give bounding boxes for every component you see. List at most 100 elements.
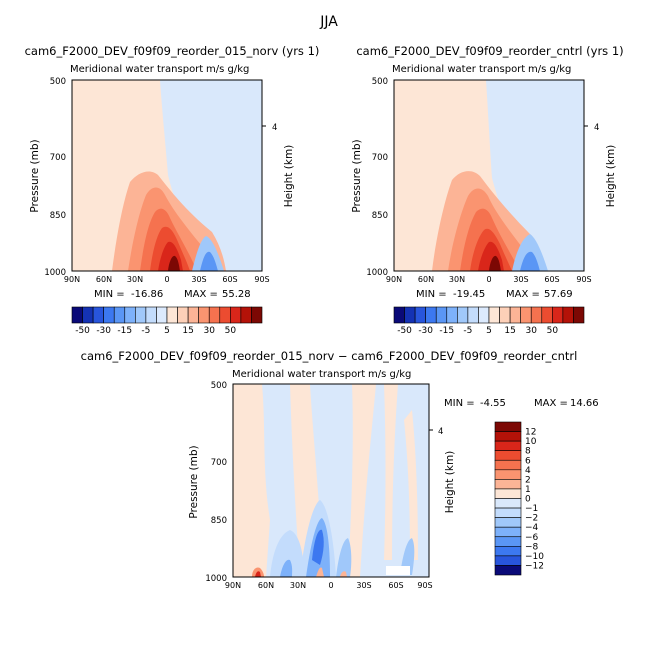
min-label: MIN = <box>94 289 125 300</box>
xtick-label: 0 <box>486 275 491 284</box>
ytick-label: 1000 <box>366 268 388 278</box>
colorbar-swatch <box>251 306 263 324</box>
colorbar-swatch <box>494 507 522 518</box>
colorbar-swatch <box>494 546 522 557</box>
colorbar-swatch <box>414 306 426 324</box>
xtick-label: 60S <box>388 581 403 590</box>
colorbar-swatch <box>208 306 221 324</box>
xtick-label: 60N <box>418 275 434 284</box>
colorbar-swatch <box>494 440 522 451</box>
colorbar-swatch <box>92 306 104 324</box>
colorbar-swatch <box>467 306 479 324</box>
contour-field <box>394 80 584 271</box>
ytick-label: 1000 <box>44 268 66 278</box>
colorbar-swatch <box>478 306 490 324</box>
colorbar-swatch <box>393 306 405 324</box>
xtick-label: 0 <box>164 275 169 284</box>
ytick-label: 500 <box>50 77 66 87</box>
xticks: 90N 60N 30N 0 30S 60S 90S <box>64 275 270 284</box>
figure-title: JJA <box>319 14 338 30</box>
colorbar-label: 50 <box>547 326 559 336</box>
panel-subtitle: Meridional water transport <box>232 369 365 380</box>
ytick-label: 700 <box>211 458 227 468</box>
colorbar-swatch <box>494 421 522 432</box>
colorbar-label: -50 <box>397 326 412 336</box>
ytick-label: 700 <box>372 153 388 163</box>
colorbar-swatch <box>124 306 136 324</box>
colorbar-swatch <box>435 306 448 324</box>
colorbar-swatch <box>230 306 242 324</box>
xtick-label: 60N <box>96 275 112 284</box>
panel-cntrl: cam6_F2000_DEV_f09f09_reorder_cntrl (yrs… <box>351 44 624 336</box>
colorbar-swatch <box>562 306 574 324</box>
colorbar-label: 2 <box>525 475 531 485</box>
panel-subtitle: Meridional water transport <box>392 64 525 75</box>
colorbar-label: −10 <box>525 552 544 562</box>
plot-frame <box>71 79 263 272</box>
colorbar-swatch <box>240 306 252 324</box>
colorbar-label: -5 <box>141 326 150 336</box>
axis-label-height: Height (km) <box>605 145 617 208</box>
contour-field <box>233 384 429 577</box>
colorbar-swatch <box>488 306 500 324</box>
min-value: -16.86 <box>131 289 163 300</box>
colorbar-label: 5 <box>486 326 492 336</box>
max-label: MAX = <box>534 398 568 409</box>
xtick-label: 90N <box>386 275 402 284</box>
colorbar-label: 10 <box>525 437 537 447</box>
colorbar-swatch <box>145 306 157 324</box>
colorbar-label: 1 <box>525 485 531 495</box>
xtick-label: 90S <box>417 581 432 590</box>
colorbar-label: 15 <box>182 326 193 336</box>
xtick-label: 30N <box>290 581 306 590</box>
colorbar-swatch <box>177 306 189 324</box>
colorbar-label: -30 <box>96 326 111 336</box>
colorbar-label: -50 <box>75 326 90 336</box>
right-tick-label: 4 <box>594 123 599 133</box>
xtick-label: 30S <box>513 275 528 284</box>
colorbar-swatch <box>494 498 522 509</box>
panel-title: cam6_F2000_DEV_f09f09_reorder_015_norv −… <box>81 349 578 363</box>
axis-label-height: Height (km) <box>444 451 456 514</box>
right-tick-label: 4 <box>272 123 277 133</box>
colorbar-label: 0 <box>525 495 531 505</box>
colorbar-swatch <box>499 306 511 324</box>
ytick-label: 850 <box>372 211 388 221</box>
colorbar-label: -15 <box>117 326 132 336</box>
xtick-label: 30S <box>191 275 206 284</box>
colorbar-swatch <box>198 306 210 324</box>
axis-label-pressure: Pressure (mb) <box>188 445 200 518</box>
xtick-label: 60S <box>544 275 559 284</box>
colorbar-swatch <box>494 555 522 566</box>
colorbar-label: 8 <box>525 447 531 457</box>
axis-label-pressure: Pressure (mb) <box>29 139 41 212</box>
colorbar-label: −8 <box>525 542 539 552</box>
colorbar-label: −1 <box>525 504 538 514</box>
panel-units: m/s g/kg <box>368 369 411 380</box>
xtick-label: 30S <box>356 581 371 590</box>
colorbar-swatch <box>494 517 522 528</box>
colorbar-label: 12 <box>525 428 536 438</box>
colorbar-label: -30 <box>418 326 433 336</box>
panel-norv: cam6_F2000_DEV_f09f09_reorder_015_norv (… <box>25 44 320 336</box>
colorbar-swatch <box>541 306 553 324</box>
colorbar-label: −12 <box>525 561 544 571</box>
xtick-label: 30N <box>127 275 143 284</box>
ytick-label: 850 <box>50 211 66 221</box>
colorbar-swatch <box>156 306 168 324</box>
ytick-label: 500 <box>372 77 388 87</box>
panel-units: m/s g/kg <box>206 64 249 75</box>
xtick-label: 30N <box>449 275 465 284</box>
colorbar-swatch <box>509 306 521 324</box>
max-label: MAX = <box>506 289 540 300</box>
xtick-label: 90S <box>254 275 269 284</box>
xticks: 90N 60N 30N 0 30S 60S 90S <box>225 581 433 590</box>
ytick-label: 1000 <box>205 574 227 584</box>
colorbar-swatch <box>71 306 83 324</box>
min-label: MIN = <box>416 289 447 300</box>
colorbar-label: 30 <box>203 326 215 336</box>
xtick-label: 60N <box>258 581 274 590</box>
xtick-label: 90N <box>225 581 241 590</box>
colorbar-swatch <box>404 306 416 324</box>
